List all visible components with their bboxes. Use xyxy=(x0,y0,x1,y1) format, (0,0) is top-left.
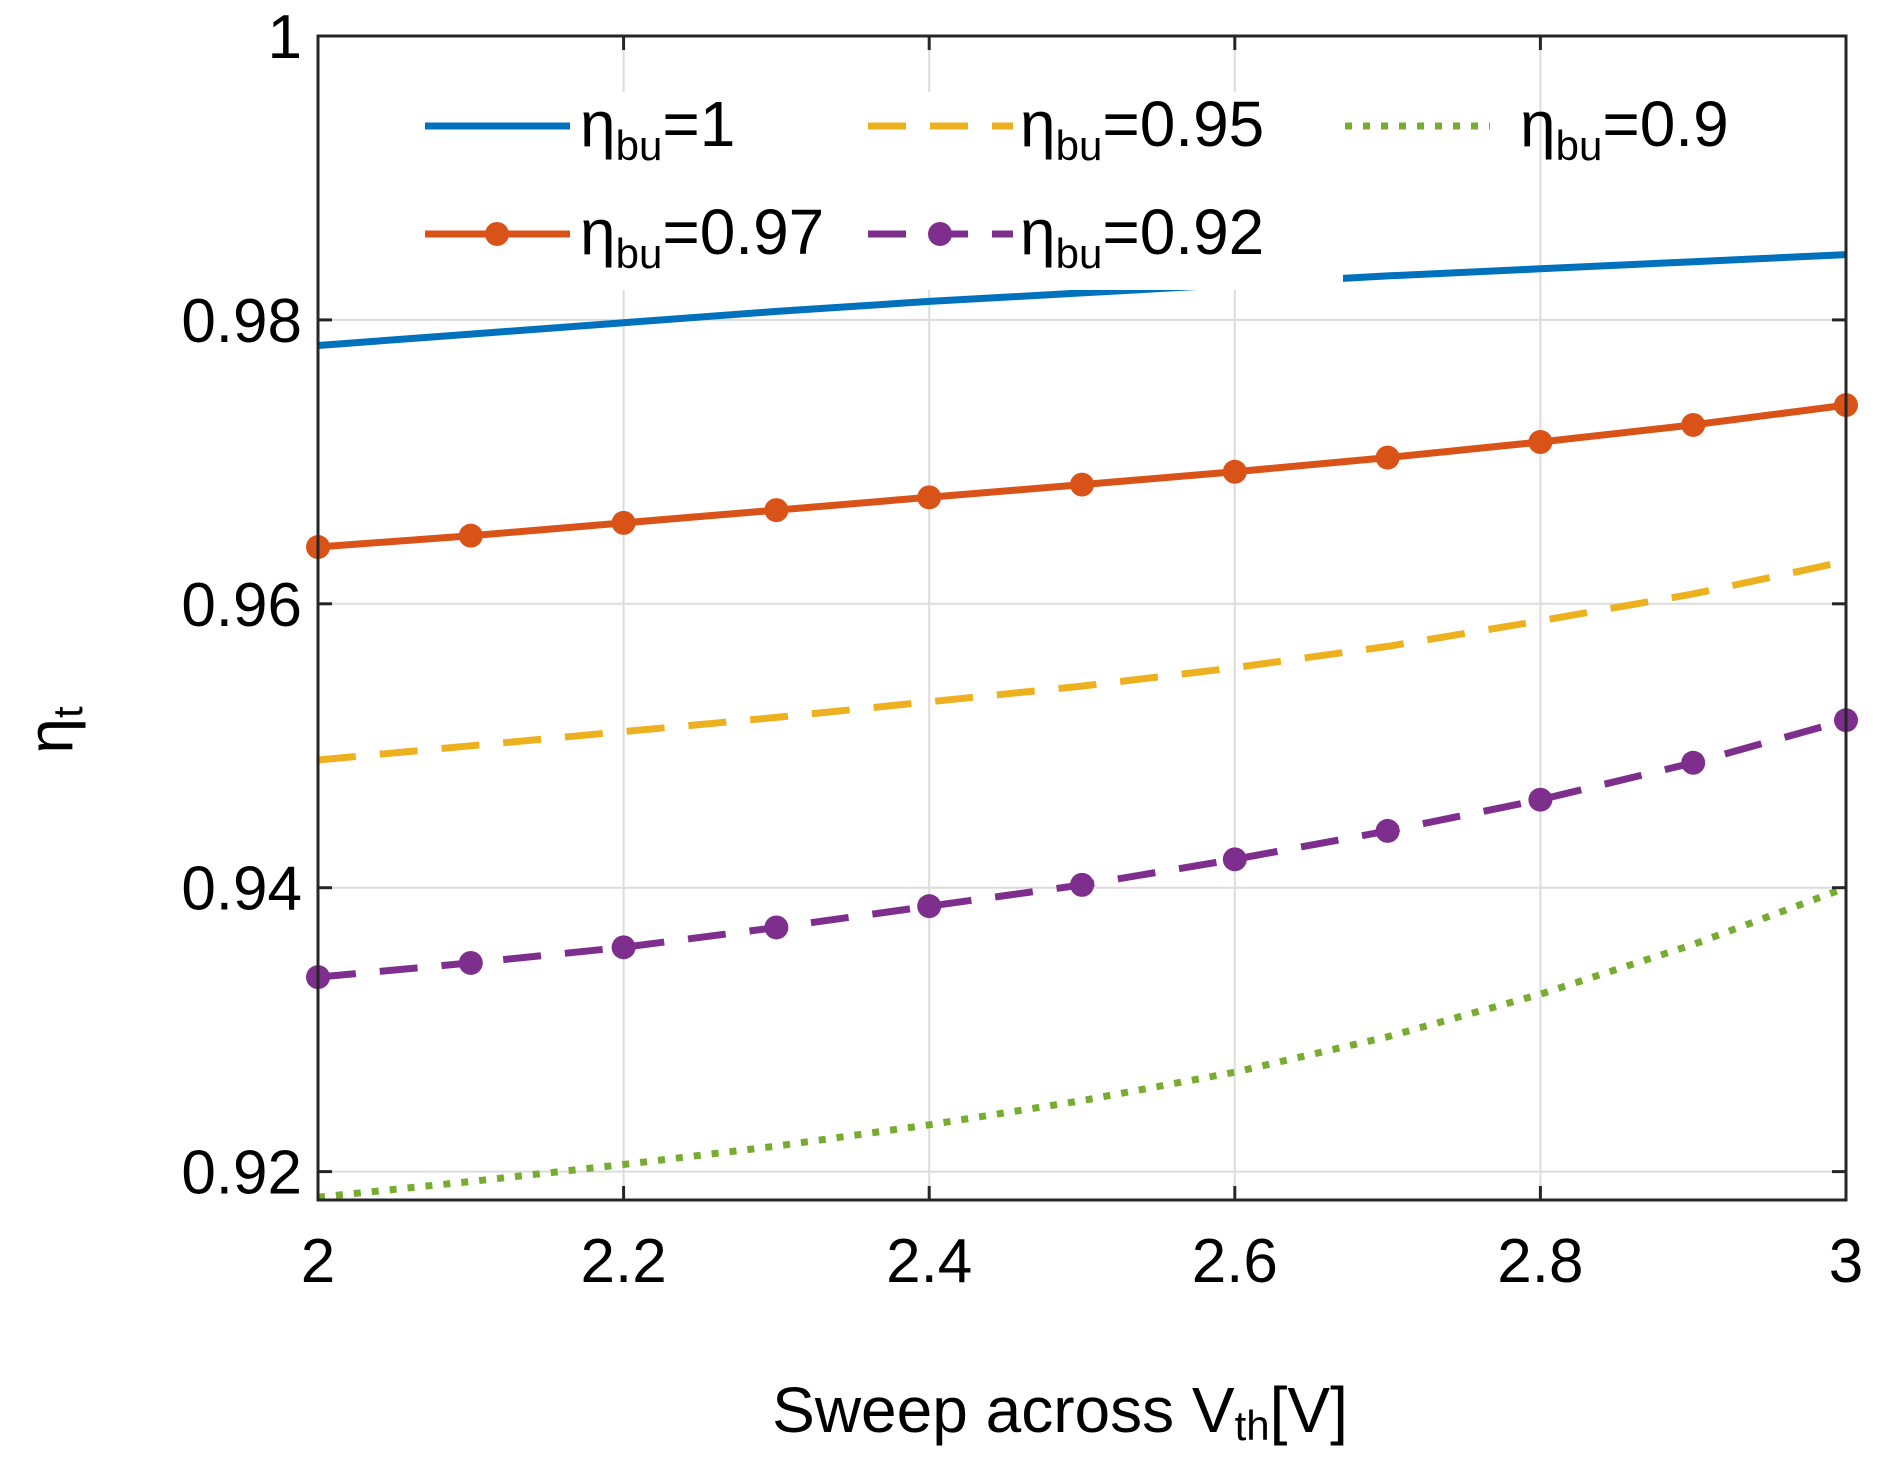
x-tick-label: 2 xyxy=(301,1227,335,1296)
y-tick-label: 0.94 xyxy=(181,855,302,924)
series-0 xyxy=(317,251,1847,349)
series-3 xyxy=(306,393,1858,560)
legend-item: ηbu=0.9 xyxy=(1345,88,1729,169)
legend-item: ηbu=1 xyxy=(425,88,735,169)
data-point xyxy=(764,915,789,940)
data-point xyxy=(1375,445,1400,470)
x-tick-label: 2.2 xyxy=(580,1227,666,1296)
data-point xyxy=(611,935,636,960)
y-tick-label: 0.98 xyxy=(181,287,302,356)
data-point xyxy=(1375,818,1400,843)
series-line xyxy=(317,884,1848,1201)
series-line xyxy=(317,251,1847,349)
y-tick-label: 0.96 xyxy=(181,571,302,640)
legend-label: ηbu=1 xyxy=(580,88,735,169)
x-tick-label: 2.6 xyxy=(1192,1227,1278,1296)
legend-item: ηbu=0.95 xyxy=(868,88,1264,169)
x-axis-title: Sweep across Vth[V] xyxy=(772,1374,1348,1449)
data-point xyxy=(458,950,483,975)
series-line xyxy=(317,557,1847,764)
legend: ηbu=1 ηbu=0.95 ηbu=0.9 ηbu=0.97 ηbu=0.92 xyxy=(418,88,1729,290)
legend-label: ηbu=0.92 xyxy=(1020,196,1264,277)
y-axis-title: ηt xyxy=(14,706,91,754)
y-tick-label: 0.92 xyxy=(181,1139,302,1208)
y-axis-ticks: 0.92 0.94 0.96 0.98 1 xyxy=(181,3,1846,1208)
data-point xyxy=(1222,847,1247,872)
legend-label: ηbu=0.97 xyxy=(580,196,824,277)
data-point xyxy=(764,498,789,523)
legend-marker xyxy=(928,222,952,246)
legend-marker xyxy=(485,222,509,246)
data-point xyxy=(1070,472,1094,497)
x-tick-label: 3 xyxy=(1829,1227,1863,1296)
plot-frame xyxy=(316,34,1848,1202)
data-point xyxy=(1681,412,1706,437)
data-point xyxy=(1681,750,1706,775)
x-tick-label: 2.8 xyxy=(1497,1227,1583,1296)
data-point xyxy=(1528,787,1553,812)
legend-label: ηbu=0.95 xyxy=(1020,88,1264,169)
x-axis-ticks: 2 2.2 2.4 2.6 2.8 3 xyxy=(301,36,1863,1296)
data-point xyxy=(917,894,942,919)
data-point xyxy=(1222,459,1247,484)
legend-item: ηbu=0.92 xyxy=(868,196,1264,277)
data-point xyxy=(611,510,636,535)
series-4 xyxy=(306,708,1858,990)
y-tick-label: 1 xyxy=(268,3,302,72)
series-2 xyxy=(317,884,1848,1201)
x-tick-label: 2.4 xyxy=(886,1227,972,1296)
legend-item: ηbu=0.97 xyxy=(425,196,824,277)
data-point xyxy=(1528,429,1553,454)
legend-label: ηbu=0.9 xyxy=(1520,88,1729,169)
series-1 xyxy=(317,557,1847,764)
series-layer xyxy=(306,251,1858,1201)
data-point xyxy=(1070,872,1094,897)
data-point xyxy=(458,523,483,548)
data-point xyxy=(917,485,942,510)
